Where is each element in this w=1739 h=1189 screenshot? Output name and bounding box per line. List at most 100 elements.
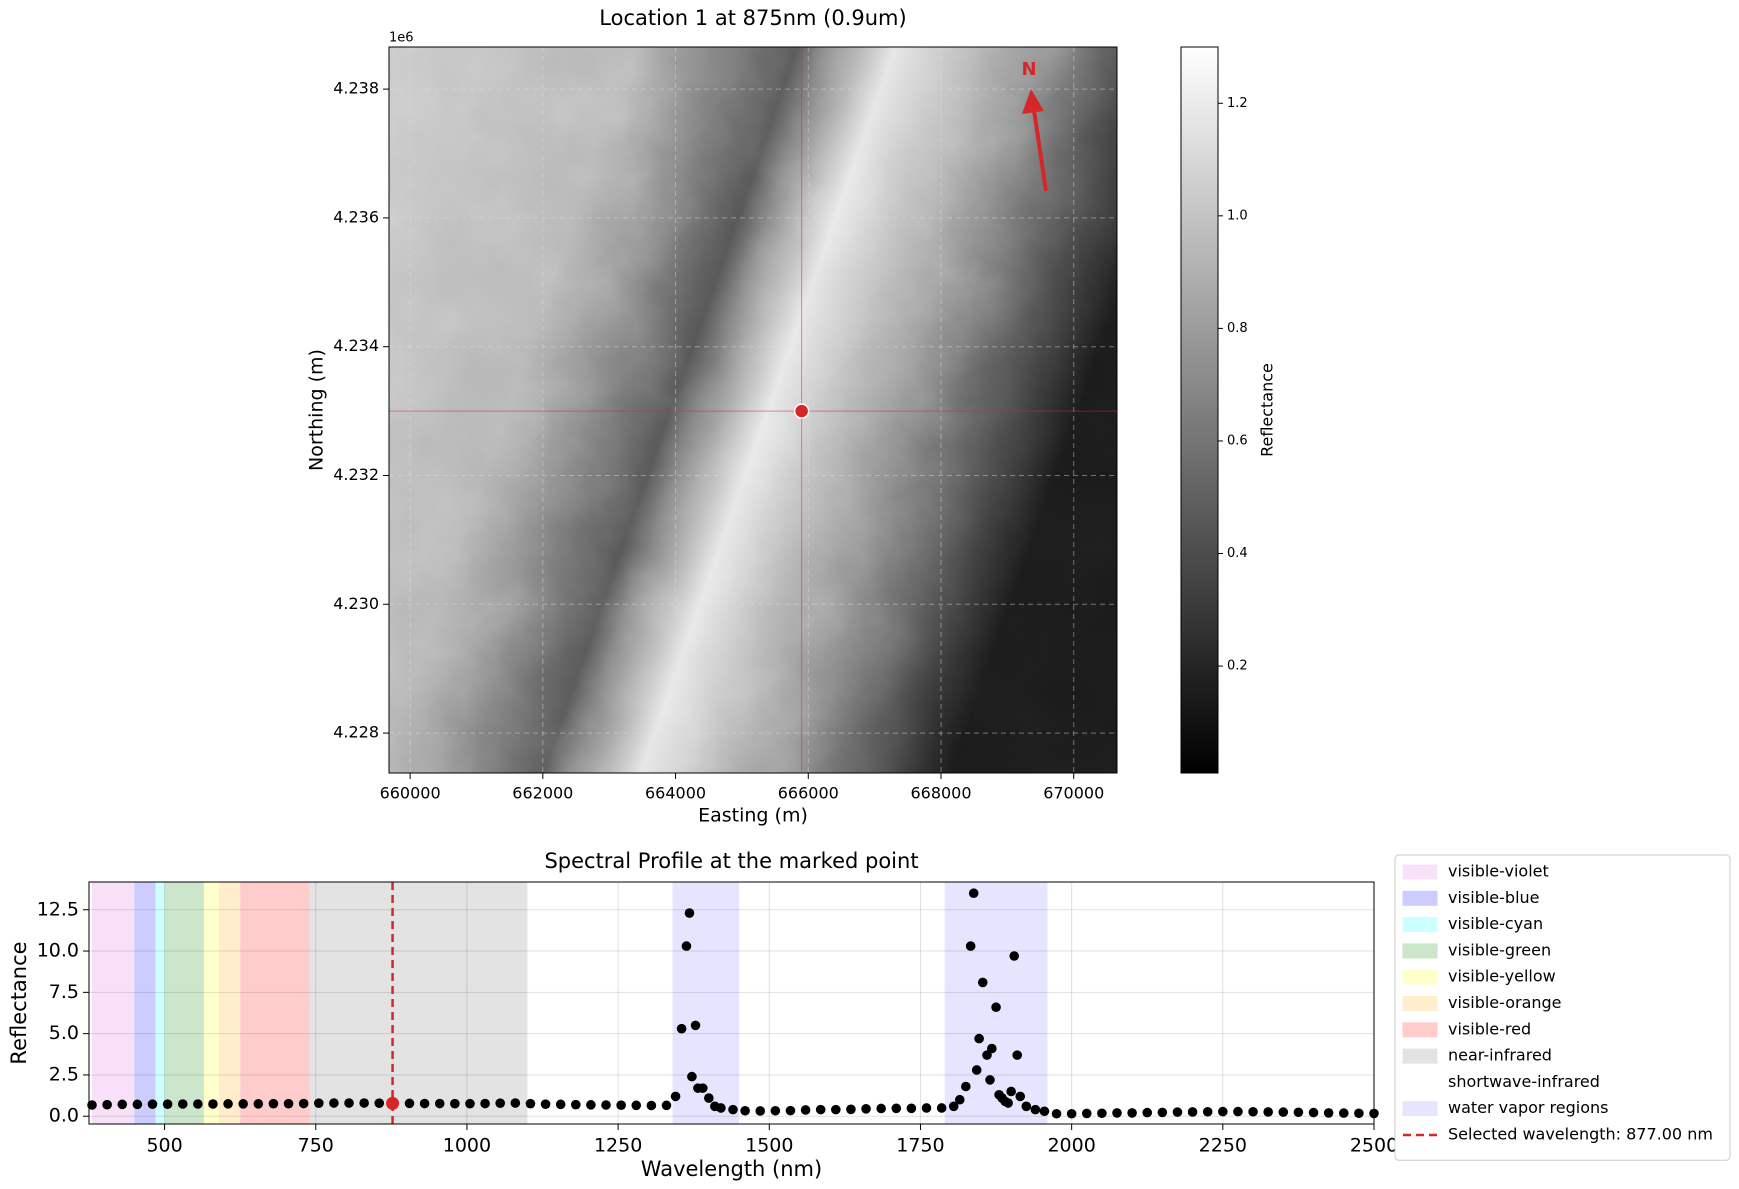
data-point [555, 1099, 566, 1110]
y-axis-label: Northing (m) [306, 349, 328, 471]
north-arrow-head [1022, 89, 1044, 114]
data-point [755, 1106, 766, 1116]
data-point [948, 1101, 959, 1112]
region-span [672, 882, 740, 1124]
y-tick-label: 4.232 [333, 465, 379, 484]
data-point [800, 1105, 811, 1115]
data-point [661, 1100, 672, 1111]
colorbar-tick-label: 0.6 [1227, 433, 1248, 448]
data-point [434, 1098, 445, 1109]
data-point [906, 1103, 917, 1114]
data-point [1112, 1108, 1122, 1118]
colorbar-tick-label: 0.4 [1227, 546, 1248, 561]
data-point [1218, 1106, 1228, 1117]
data-point [1354, 1108, 1364, 1119]
data-point [1006, 1086, 1016, 1097]
legend-swatch [1402, 969, 1438, 985]
data-point [616, 1100, 626, 1110]
data-point [631, 1100, 642, 1111]
data-point [404, 1098, 415, 1109]
data-point [831, 1104, 841, 1115]
colorbar-tick-label: 1.2 [1227, 96, 1248, 111]
legend-swatch [1402, 864, 1438, 880]
data-point [971, 1065, 982, 1075]
data-point [1157, 1107, 1168, 1118]
x-tick-label: 2000 [1047, 1135, 1095, 1157]
x-tick-label: 1750 [896, 1135, 944, 1157]
data-point [298, 1098, 309, 1109]
y-tick-label: 10.0 [37, 940, 79, 962]
data-point [961, 1081, 971, 1092]
data-point [147, 1099, 158, 1109]
legend-swatch [1402, 1074, 1438, 1090]
data-point [985, 1075, 995, 1085]
data-point [87, 1100, 97, 1110]
data-point [1039, 1106, 1050, 1117]
region-span [309, 882, 528, 1124]
data-point [540, 1099, 551, 1109]
data-point [670, 1091, 681, 1102]
data-point [891, 1103, 902, 1114]
region-span [240, 882, 310, 1124]
y-tick-label: 12.5 [37, 898, 79, 920]
data-point [785, 1105, 796, 1116]
data-point [586, 1100, 596, 1110]
data-point [977, 977, 988, 988]
x-tick-label: 662000 [512, 784, 573, 803]
data-point [117, 1099, 128, 1110]
y-tick-label: 4.236 [333, 207, 379, 226]
colorbar-tick-label: 1.0 [1227, 208, 1248, 223]
data-point [1081, 1108, 1092, 1119]
data-point [861, 1104, 871, 1114]
y-tick-label: 2.5 [49, 1063, 79, 1085]
data-point [1127, 1108, 1137, 1118]
data-point [982, 1050, 992, 1060]
legend-label: water vapor regions [1448, 1098, 1609, 1117]
data-point [329, 1098, 339, 1108]
data-point [1187, 1107, 1198, 1117]
legend-label: visible-blue [1448, 888, 1540, 907]
data-point [974, 1033, 984, 1044]
x-tick-label: 664000 [645, 784, 706, 803]
x-axis-label: Easting (m) [698, 805, 808, 827]
y-tick-label: 4.238 [333, 79, 379, 98]
y-tick-label: 5.0 [49, 1022, 79, 1044]
x-tick-label: 660000 [380, 784, 441, 803]
data-point [1142, 1107, 1153, 1118]
data-point [193, 1099, 203, 1109]
data-point [1263, 1107, 1273, 1117]
x-tick-label: 1250 [594, 1135, 642, 1157]
data-point [419, 1098, 430, 1109]
data-point [268, 1098, 279, 1109]
data-point [283, 1098, 294, 1109]
x-tick-label: 1500 [745, 1135, 793, 1157]
data-point [359, 1098, 369, 1108]
legend-label: visible-cyan [1448, 914, 1543, 933]
data-point [480, 1098, 490, 1109]
data-point [1233, 1106, 1243, 1117]
data-point [954, 1094, 965, 1105]
legend-swatch [1402, 917, 1438, 933]
image-raster [389, 47, 1117, 773]
data-point [374, 1098, 385, 1108]
data-point [876, 1103, 886, 1114]
legend-label: shortwave-infrared [1448, 1072, 1600, 1091]
data-point [1097, 1108, 1107, 1119]
region-span [164, 882, 204, 1124]
x-tick-label: 2500 [1350, 1135, 1398, 1157]
data-point [132, 1099, 143, 1110]
legend-box [1394, 854, 1731, 1161]
region-span [155, 882, 165, 1124]
legend-swatch [1402, 996, 1438, 1011]
x-axis-label: Wavelength (nm) [641, 1157, 822, 1181]
data-point [238, 1099, 248, 1109]
title: Location 1 at 875nm (0.9um) [599, 6, 906, 30]
data-point [570, 1099, 581, 1110]
data-point [1021, 1101, 1032, 1112]
data-point [681, 941, 692, 951]
data-point [646, 1100, 657, 1111]
data-point [728, 1104, 738, 1115]
y-tick-label: 4.228 [333, 723, 379, 742]
data-point [177, 1099, 188, 1109]
selected-point [386, 1096, 400, 1110]
